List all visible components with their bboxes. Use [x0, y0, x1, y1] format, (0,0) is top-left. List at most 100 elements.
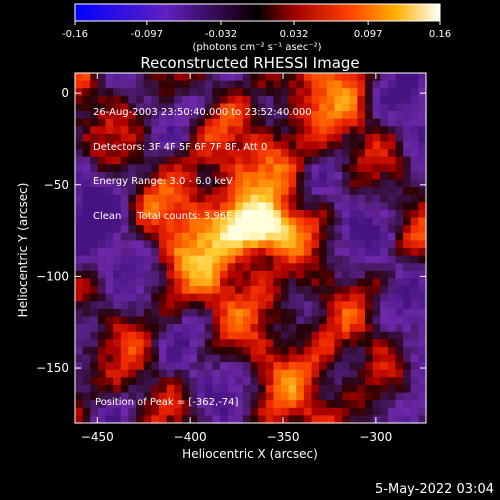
heatmap-cell: [372, 293, 381, 302]
heatmap-cell: [265, 179, 274, 188]
heatmap-cell: [212, 118, 221, 127]
heatmap-cell: [364, 95, 374, 105]
heatmap-cell: [212, 354, 221, 363]
heatmap-cell: [296, 232, 305, 241]
heatmap-cell: [403, 88, 412, 97]
heatmap-cell: [380, 80, 389, 89]
heatmap-cell: [158, 255, 168, 264]
heatmap-cell: [174, 156, 183, 165]
heatmap-cell: [250, 103, 259, 112]
heatmap-cell: [410, 103, 419, 112]
heatmap-cell: [311, 225, 320, 234]
heatmap-cell: [242, 255, 252, 264]
x-tick-label: −400: [174, 430, 207, 444]
heatmap-cell: [372, 339, 381, 348]
heatmap-cell: [97, 240, 107, 249]
heatmap-cell: [143, 171, 152, 181]
heatmap-cell: [372, 103, 381, 112]
heatmap-cell: [372, 179, 381, 188]
heatmap-cell: [174, 111, 183, 120]
heatmap-cell: [136, 103, 145, 112]
heatmap-cell: [189, 400, 198, 409]
heatmap-cell: [364, 339, 374, 348]
heatmap-cell: [281, 133, 290, 143]
heatmap-cell: [75, 80, 84, 89]
heatmap-cell: [120, 141, 130, 150]
heatmap-cell: [166, 156, 175, 165]
heatmap-cell: [212, 248, 221, 257]
heatmap-cell: [303, 240, 313, 249]
heatmap-cell: [265, 209, 274, 219]
heatmap-cell: [166, 240, 175, 249]
heatmap-cell: [258, 339, 267, 348]
heatmap-cell: [380, 225, 389, 234]
heatmap-cell: [151, 111, 160, 120]
heatmap-cell: [258, 316, 267, 325]
heatmap-cell: [265, 270, 274, 280]
heatmap-cell: [410, 339, 419, 348]
heatmap-cell: [242, 133, 252, 143]
heatmap-cell: [197, 126, 206, 135]
heatmap-cell: [204, 331, 213, 340]
heatmap-cell: [158, 232, 168, 241]
heatmap-cell: [418, 331, 427, 340]
heatmap-cell: [395, 179, 404, 188]
heatmap-cell: [410, 301, 419, 310]
heatmap-cell: [136, 263, 145, 272]
heatmap-cell: [90, 118, 99, 127]
heatmap-cell: [82, 400, 91, 409]
heatmap-cell: [410, 133, 419, 143]
heatmap-cell: [357, 156, 366, 165]
heatmap-cell: [227, 164, 236, 173]
heatmap-cell: [242, 324, 252, 333]
heatmap-cell: [90, 362, 99, 371]
heatmap-cell: [372, 88, 381, 97]
heatmap-cell: [395, 384, 404, 394]
heatmap-cell: [166, 331, 175, 340]
heatmap-cell: [273, 278, 282, 287]
heatmap-cell: [364, 103, 374, 112]
heatmap-cell: [387, 126, 397, 135]
heatmap-cell: [227, 80, 236, 89]
heatmap-cell: [281, 240, 290, 249]
heatmap-cell: [364, 316, 374, 325]
heatmap-cell: [403, 308, 412, 318]
heatmap-cell: [227, 346, 236, 356]
heatmap-cell: [296, 369, 305, 378]
heatmap-cell: [120, 209, 130, 219]
heatmap-cell: [75, 339, 84, 348]
heatmap-cell: [158, 339, 168, 348]
heatmap-cell: [97, 354, 107, 363]
heatmap-cell: [136, 407, 145, 416]
heatmap-cell: [113, 171, 122, 181]
heatmap-cell: [136, 286, 145, 295]
footer-timestamp: 5-May-2022 03:04: [375, 482, 494, 497]
heatmap-cell: [319, 278, 328, 287]
heatmap-cell: [227, 202, 236, 211]
heatmap-cell: [372, 133, 381, 143]
heatmap-cell: [204, 209, 213, 219]
heatmap-cell: [197, 415, 206, 424]
heatmap-cell: [219, 225, 229, 234]
heatmap-cell: [311, 103, 320, 112]
heatmap-cell: [380, 240, 389, 249]
heatmap-cell: [174, 217, 183, 226]
heatmap-cell: [105, 407, 114, 416]
heatmap-cell: [174, 270, 183, 280]
heatmap-cell: [288, 316, 297, 325]
heatmap-cell: [166, 141, 175, 150]
heatmap-cell: [227, 171, 236, 181]
heatmap-cell: [418, 171, 427, 181]
heatmap-cell: [273, 377, 282, 386]
heatmap-cell: [227, 362, 236, 371]
heatmap-cell: [82, 248, 91, 257]
heatmap-cell: [273, 384, 282, 394]
heatmap-cell: [418, 369, 427, 378]
heatmap-cell: [265, 308, 274, 318]
heatmap-cell: [303, 324, 313, 333]
heatmap-cell: [158, 392, 168, 401]
heatmap-cell: [387, 209, 397, 219]
heatmap-cell: [288, 362, 297, 371]
heatmap-cell: [97, 209, 107, 219]
